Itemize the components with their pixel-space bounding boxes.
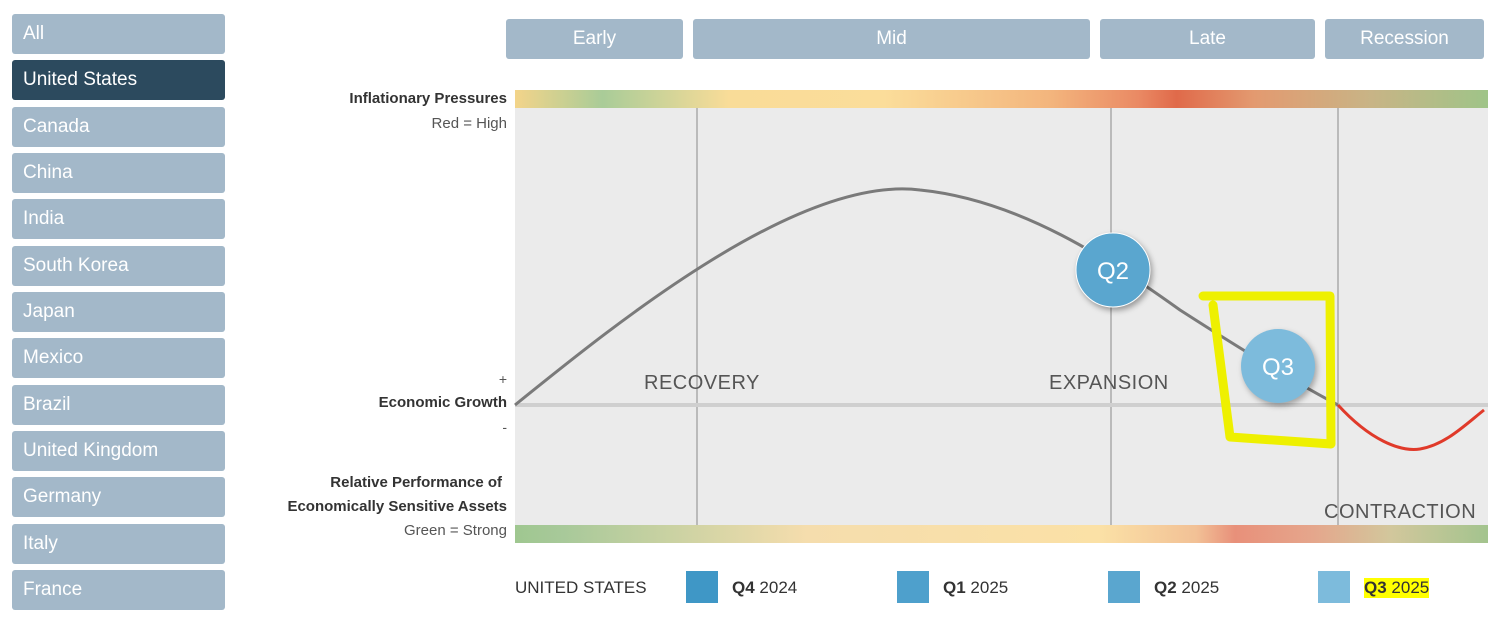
performance-title-line1: Relative Performance of: [330, 474, 502, 491]
phase-early-button[interactable]: Early: [506, 19, 683, 59]
sidebar-item-india[interactable]: India: [12, 199, 225, 239]
legend-swatch: [897, 571, 929, 603]
sidebar-item-united-kingdom[interactable]: United Kingdom: [12, 431, 225, 471]
performance-gradient-bar: [515, 525, 1488, 543]
legend-swatch: [1108, 571, 1140, 603]
sidebar-item-south-korea[interactable]: South Korea: [12, 246, 225, 286]
inflation-subtitle: Red = High: [431, 115, 507, 132]
inflation-title: Inflationary Pressures: [349, 90, 507, 107]
sidebar-item-all[interactable]: All: [12, 14, 225, 54]
sidebar-item-united-states[interactable]: United States: [12, 60, 225, 100]
growth-minus-sign: -: [502, 419, 507, 435]
yellow-highlight-annotation: [1198, 291, 1336, 449]
phase-late-button[interactable]: Late: [1100, 19, 1315, 59]
sidebar-item-china[interactable]: China: [12, 153, 225, 193]
legend-swatch: [686, 571, 718, 603]
performance-title-line2: Economically Sensitive Assets: [287, 498, 507, 515]
marker-q3-label: Q3: [1262, 354, 1294, 381]
sidebar-item-mexico[interactable]: Mexico: [12, 338, 225, 378]
legend-country-label: UNITED STATES: [515, 578, 647, 597]
contraction-curve: [1336, 403, 1485, 451]
legend-text: Q1 2025: [943, 578, 1009, 597]
sidebar-item-japan[interactable]: Japan: [12, 292, 225, 332]
growth-title: Economic Growth: [378, 394, 507, 411]
sidebar-item-brazil[interactable]: Brazil: [12, 385, 225, 425]
sidebar-item-italy[interactable]: Italy: [12, 524, 225, 564]
growth-plus-sign: +: [498, 371, 507, 387]
legend-text-highlighted: Q3 2025: [1364, 578, 1430, 598]
marker-q3[interactable]: Q3: [1241, 329, 1315, 403]
performance-subtitle: Green = Strong: [404, 522, 507, 539]
marker-q2[interactable]: Q2: [1075, 232, 1151, 308]
region-expansion-label: EXPANSION: [1049, 372, 1169, 394]
sidebar-item-canada[interactable]: Canada: [12, 107, 225, 147]
inflation-gradient-bar: [515, 90, 1488, 108]
phase-recession-button[interactable]: Recession: [1325, 19, 1484, 59]
legend-text: Q4 2024: [732, 578, 798, 597]
marker-q2-label: Q2: [1097, 258, 1129, 285]
phase-mid-button[interactable]: Mid: [693, 19, 1090, 59]
region-recovery-label: RECOVERY: [644, 372, 760, 394]
sidebar-item-france[interactable]: France: [12, 570, 225, 610]
legend-text: Q2 2025: [1154, 578, 1220, 597]
region-contraction-label: CONTRACTION: [1324, 501, 1477, 523]
legend-swatch: [1318, 571, 1350, 603]
sidebar-item-germany[interactable]: Germany: [12, 477, 225, 517]
